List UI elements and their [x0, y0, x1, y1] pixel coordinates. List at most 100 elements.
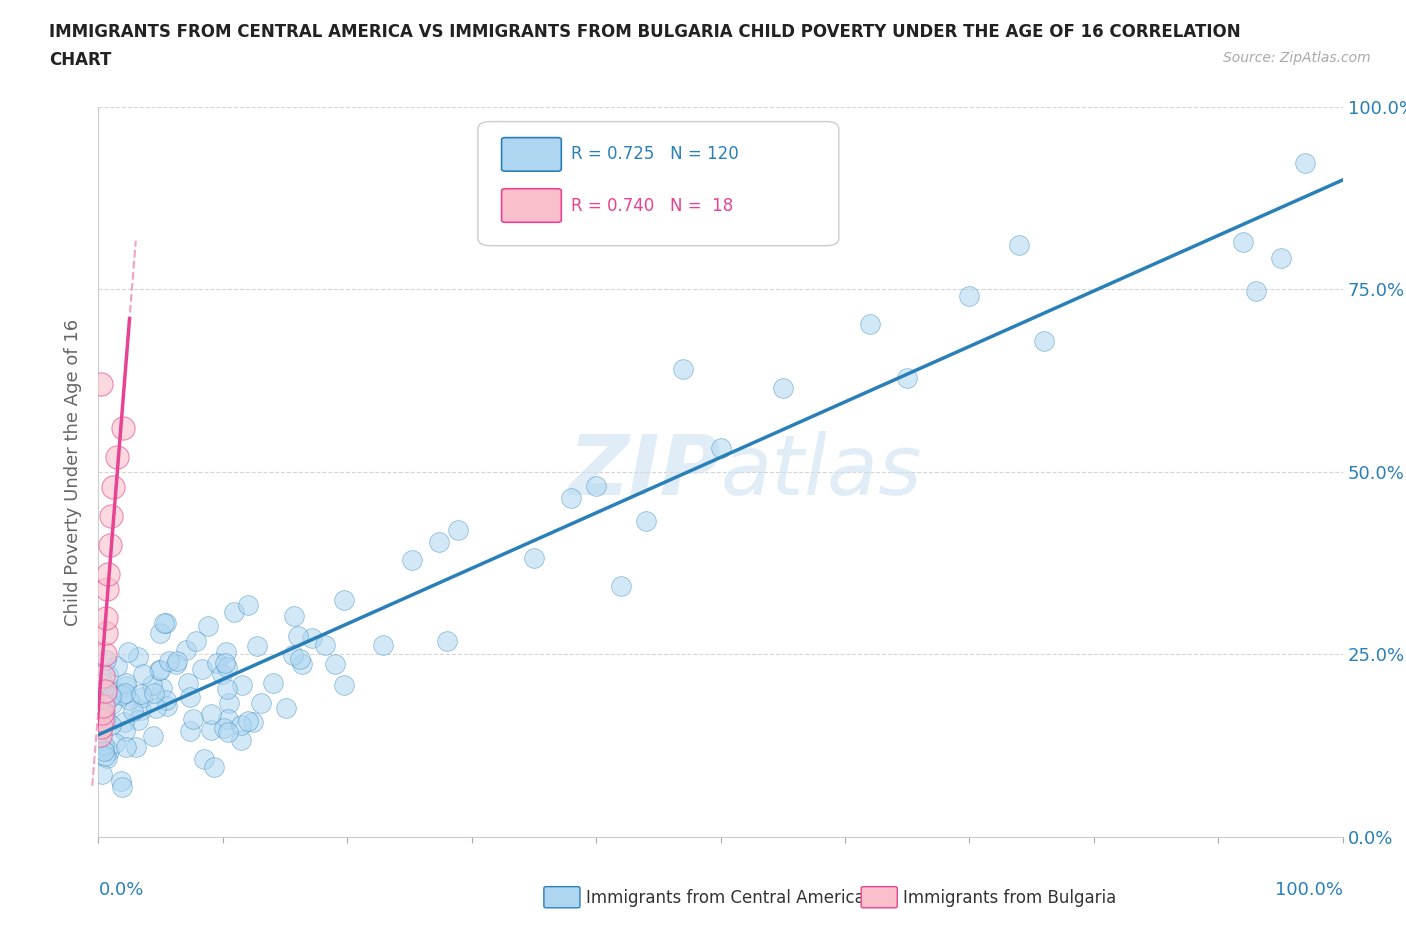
Point — [634, 513, 657, 528]
Point — [200, 723, 222, 737]
Point — [90, 377, 112, 392]
Point — [436, 634, 458, 649]
Point — [236, 598, 259, 613]
Point — [90, 721, 112, 736]
Point — [96, 712, 118, 727]
Point — [323, 657, 346, 671]
Text: IMMIGRANTS FROM CENTRAL AMERICA VS IMMIGRANTS FROM BULGARIA CHILD POVERTY UNDER : IMMIGRANTS FROM CENTRAL AMERICA VS IMMIG… — [49, 23, 1241, 41]
Point — [93, 744, 115, 759]
Point — [250, 696, 273, 711]
Point — [127, 649, 149, 664]
Point — [103, 479, 125, 494]
Point — [90, 766, 112, 781]
Point — [959, 289, 981, 304]
Point — [333, 592, 356, 607]
Point — [153, 615, 176, 630]
Point — [93, 684, 115, 698]
Point — [156, 698, 179, 713]
Text: R = 0.725   N = 120: R = 0.725 N = 120 — [571, 145, 740, 164]
Point — [291, 657, 314, 671]
Text: CHART: CHART — [49, 51, 111, 69]
Point — [125, 740, 148, 755]
Point — [217, 682, 239, 697]
Point — [93, 737, 115, 752]
Point — [283, 609, 305, 624]
Point — [211, 666, 233, 681]
Point — [447, 523, 470, 538]
Text: 100.0%: 100.0% — [1275, 881, 1343, 898]
Point — [301, 631, 323, 645]
Point — [93, 669, 115, 684]
Text: Source: ZipAtlas.com: Source: ZipAtlas.com — [1223, 51, 1371, 65]
Point — [1244, 284, 1267, 299]
Point — [148, 663, 170, 678]
Point — [157, 654, 180, 669]
Point — [202, 760, 225, 775]
Point — [197, 618, 219, 633]
Point — [560, 490, 582, 505]
Point — [371, 637, 394, 652]
Point — [131, 689, 153, 704]
Point — [141, 678, 163, 693]
Point — [710, 441, 733, 456]
Point — [96, 751, 118, 766]
Point — [218, 695, 240, 710]
Point — [288, 651, 311, 666]
Point — [142, 729, 165, 744]
Point — [155, 615, 177, 630]
Point — [100, 509, 122, 524]
Point — [111, 687, 134, 702]
Point — [214, 655, 236, 670]
Point — [1232, 235, 1254, 250]
Point — [1270, 251, 1292, 266]
Point — [215, 644, 238, 659]
Point — [585, 479, 607, 494]
Point — [97, 566, 120, 581]
Point — [98, 744, 121, 759]
Point — [104, 736, 127, 751]
Point — [155, 693, 177, 708]
Point — [111, 779, 134, 794]
Point — [200, 707, 222, 722]
Point — [118, 692, 141, 707]
Point — [129, 702, 152, 717]
Point — [89, 727, 111, 742]
FancyBboxPatch shape — [502, 138, 561, 171]
Point — [94, 611, 117, 626]
Text: 0.0%: 0.0% — [98, 881, 143, 898]
Point — [100, 689, 122, 704]
Point — [112, 714, 135, 729]
FancyBboxPatch shape — [544, 886, 579, 908]
Point — [93, 647, 115, 662]
Point — [217, 711, 239, 726]
Point — [231, 677, 253, 692]
Point — [129, 686, 152, 701]
Point — [90, 720, 112, 735]
Point — [523, 551, 546, 565]
Point — [179, 724, 201, 738]
Point — [114, 724, 136, 738]
Point — [287, 629, 309, 644]
Point — [274, 700, 297, 715]
Point — [186, 633, 208, 648]
Point — [105, 658, 128, 673]
Point — [205, 656, 228, 671]
Y-axis label: Child Poverty Under the Age of 16: Child Poverty Under the Age of 16 — [63, 318, 82, 626]
Point — [142, 685, 165, 700]
Point — [94, 625, 117, 640]
Point — [100, 717, 122, 732]
Point — [859, 316, 882, 331]
Point — [231, 733, 253, 748]
Text: atlas: atlas — [721, 432, 922, 512]
Point — [97, 668, 120, 683]
Point — [105, 684, 128, 699]
Point — [115, 675, 138, 690]
Point — [1008, 237, 1031, 252]
Point — [149, 626, 172, 641]
Point — [401, 552, 423, 567]
Point — [672, 362, 695, 377]
Text: Immigrants from Bulgaria: Immigrants from Bulgaria — [904, 888, 1116, 907]
Point — [110, 774, 132, 789]
Point — [96, 581, 118, 596]
Point — [149, 662, 172, 677]
